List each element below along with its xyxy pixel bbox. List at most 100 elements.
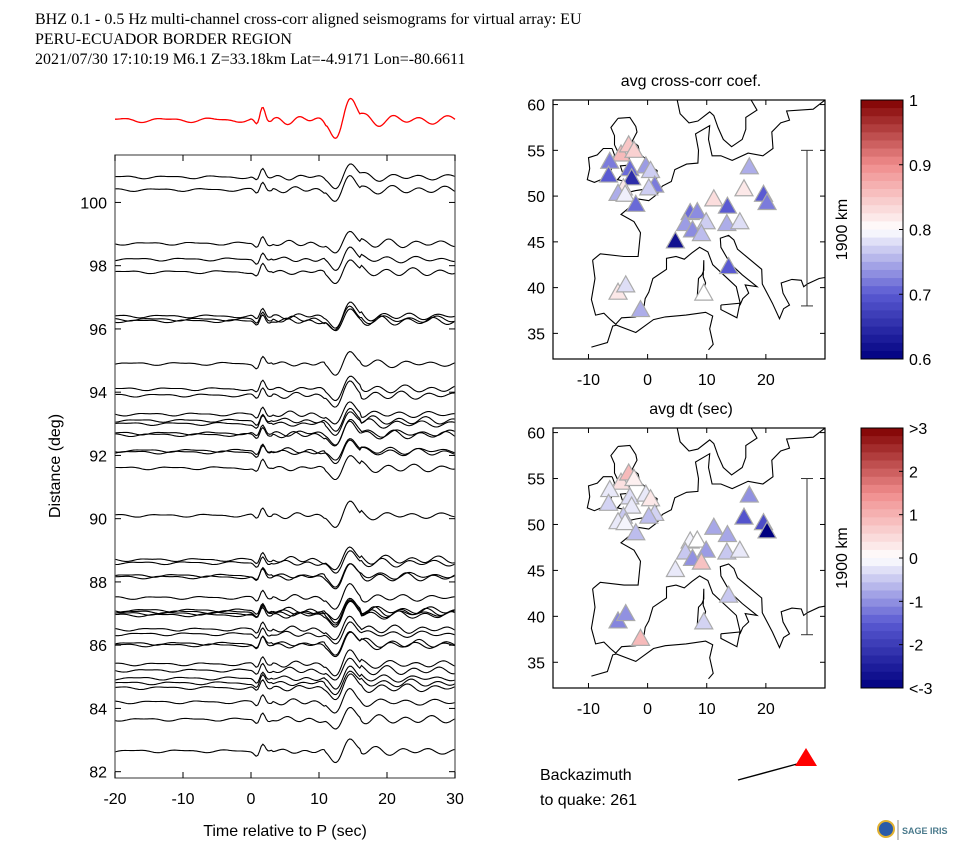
colorbar-segment — [861, 148, 903, 158]
seismogram-trace — [114, 308, 456, 332]
seismogram-trace — [114, 301, 456, 329]
coastline — [592, 428, 825, 590]
station-marker — [640, 160, 661, 179]
colorbar-segment — [861, 302, 903, 311]
colorbar-tick-label: 0.8 — [909, 223, 931, 240]
seismogram-trace — [114, 670, 456, 696]
station-marker — [757, 192, 778, 211]
station-marker — [625, 194, 646, 212]
colorbar-segment — [861, 549, 903, 559]
colorbar-segment — [861, 221, 903, 230]
colorbar-segment — [861, 428, 903, 437]
colorbar-segment — [861, 245, 903, 255]
station-marker — [729, 211, 750, 230]
colorbar-tick-label: 0 — [909, 551, 918, 568]
colorbar-segment — [861, 286, 903, 295]
seismogram-trace — [114, 665, 456, 690]
station-marker — [665, 559, 686, 578]
station-marker — [687, 529, 708, 548]
x-tick-label: 0 — [643, 701, 652, 718]
backazimuth-line — [737, 763, 798, 781]
colorbar-segment — [861, 533, 903, 543]
seismogram-trace — [114, 230, 456, 254]
station-marker — [615, 274, 636, 293]
coastline — [676, 100, 758, 148]
colorbar-segment — [861, 606, 903, 616]
colorbar-segment — [861, 566, 903, 575]
x-tick-label: 0 — [247, 791, 256, 808]
station-marker — [691, 223, 712, 242]
station-marker — [638, 177, 659, 196]
station-marker — [718, 256, 739, 275]
nsf-logo-icon — [877, 820, 895, 838]
colorbar-segment — [861, 484, 903, 494]
colorbar-segment — [861, 655, 903, 665]
colorbar-segment — [861, 444, 903, 453]
colorbar-segment — [861, 180, 903, 190]
x-tick-label: 10 — [698, 372, 716, 389]
y-tick-label: 35 — [527, 326, 545, 343]
colorbar-segment — [861, 493, 903, 502]
title-line-2: PERU-ECUADOR BORDER REGION — [35, 31, 292, 48]
seismogram-trace — [114, 246, 455, 271]
x-tick-label: -10 — [577, 372, 600, 389]
colorbar-tick-label: <-3 — [909, 681, 933, 698]
y-axis-label: Distance (deg) — [47, 414, 64, 518]
seismogram-trace — [114, 600, 456, 628]
station-marker — [665, 230, 686, 249]
station-marker — [693, 611, 714, 630]
map-title: avg dt (sec) — [649, 401, 733, 418]
station-marker — [718, 584, 739, 603]
x-tick-label: 20 — [757, 701, 775, 718]
colorbar-segment — [861, 213, 903, 222]
colorbar-segment — [861, 517, 903, 526]
y-tick-label: 100 — [80, 195, 107, 212]
colorbar-segment — [861, 460, 903, 470]
colorbar-segment — [861, 558, 903, 567]
colorbar-segment — [861, 342, 903, 352]
colorbar-segment — [861, 541, 903, 551]
x-tick-label: 20 — [378, 791, 396, 808]
y-tick-label: 94 — [89, 385, 107, 402]
y-tick-label: 82 — [89, 765, 107, 782]
station-marker — [716, 541, 737, 560]
colorbar-segment — [861, 116, 903, 125]
map-frame — [552, 427, 826, 689]
map-frame — [552, 99, 826, 360]
colorbar-segment — [861, 269, 903, 279]
y-tick-label: 90 — [89, 512, 107, 529]
colorbar-segment — [861, 205, 903, 214]
x-tick-label: 20 — [757, 372, 775, 389]
y-tick-label: 35 — [527, 655, 545, 672]
x-tick-label: 30 — [446, 791, 464, 808]
seismogram-trace — [115, 455, 456, 481]
backazimuth-label: Backazimuth — [540, 767, 632, 784]
sage-iris-logo: SAGE IRIS — [877, 820, 948, 840]
seismogram-trace — [114, 597, 456, 621]
colorbar-segment — [861, 189, 903, 198]
logo-text: SAGE IRIS — [902, 826, 948, 836]
station-marker — [687, 201, 708, 220]
colorbar-tick-label: 0.9 — [909, 158, 931, 175]
y-tick-label: 55 — [527, 143, 545, 160]
station-marker — [716, 213, 737, 232]
colorbar-segment — [861, 253, 903, 263]
seismogram-trace — [114, 351, 456, 376]
y-tick-label: 92 — [89, 448, 107, 465]
coastline — [592, 100, 825, 261]
y-tick-label: 55 — [527, 472, 545, 489]
y-tick-label: 84 — [89, 701, 107, 718]
y-tick-label: 60 — [527, 426, 545, 443]
colorbar-segment — [861, 100, 903, 109]
colorbar-segment — [861, 140, 903, 150]
station-marker — [693, 282, 714, 301]
colorbar-segment — [861, 172, 903, 182]
colorbar-segment — [861, 294, 903, 303]
coastline — [591, 311, 714, 351]
colorbar-segment — [861, 326, 903, 336]
colorbar-segment — [861, 598, 903, 608]
seismogram-trace — [114, 407, 456, 432]
y-tick-label: 60 — [527, 98, 545, 115]
colorbar-segment — [861, 582, 903, 591]
